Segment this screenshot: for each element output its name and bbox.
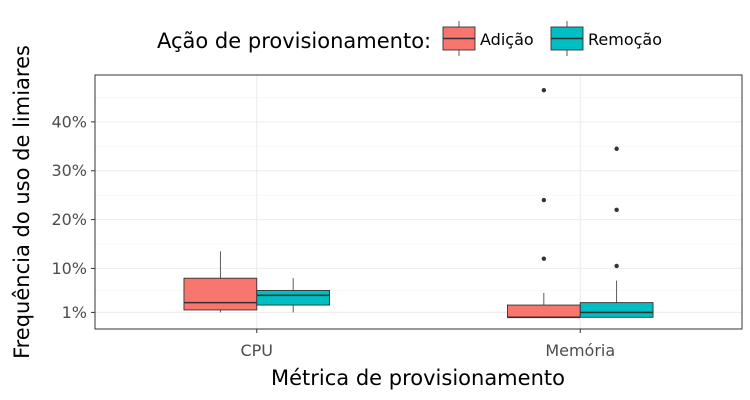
boxes [183,87,654,319]
outlier-point [541,87,547,93]
y-tick-label: 10% [51,259,87,278]
legend-item-Adição: Adição [442,21,534,56]
box-body [183,277,258,311]
outlier-point [541,197,547,203]
x-tick-label: Memória [545,341,615,360]
x-axis: CPU Memória [240,329,615,360]
outlier-point [614,263,619,269]
box-body [579,302,654,318]
y-tick-label: 40% [51,112,87,131]
outlier-point [541,256,547,261]
y-axis-title: Frequência do uso de limiares [10,45,34,359]
x-tick-label: CPU [240,341,273,360]
x-axis-title: Métrica de provisionamento [271,366,565,390]
box-body [256,289,330,306]
legend: Ação de provisionamento: Adição Remoção [157,21,662,56]
plot-border [94,74,743,330]
legend-item-Remoção: Remoção [550,21,662,56]
outlier-point [614,207,619,213]
box-body [507,304,581,318]
grid [95,75,742,329]
box-Remoção-Memória [579,146,654,318]
outlier-point [614,146,619,151]
legend-key [442,21,476,56]
y-tick-label: 20% [51,210,87,229]
legend-title: Ação de provisionamento: [157,29,431,53]
box-Adição-Memória [507,87,581,319]
box-Remoção-CPU [256,278,330,313]
y-tick-label: 1% [62,303,87,322]
legend-key [550,21,584,56]
legend-label: Remoção [588,30,662,49]
legend-label: Adição [480,30,534,49]
box-Adição-CPU [183,251,258,313]
y-tick-label: 30% [51,161,87,180]
y-axis: 1% 10% 20% 30% 40% [51,112,95,322]
